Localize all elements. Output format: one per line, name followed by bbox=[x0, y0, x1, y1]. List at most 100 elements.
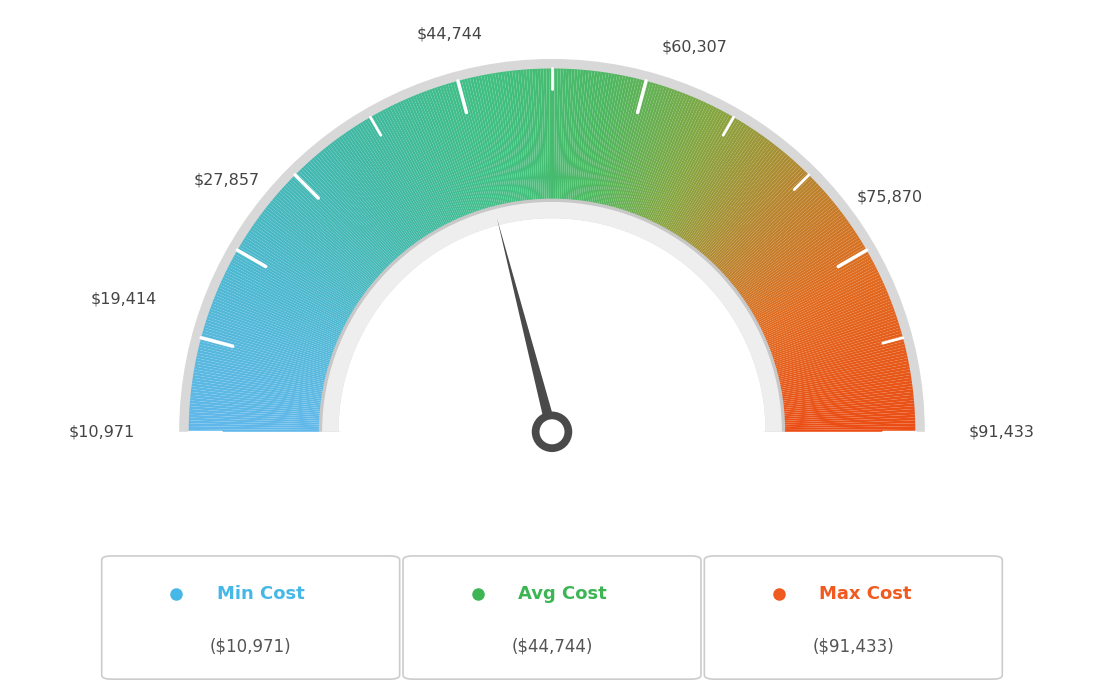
Wedge shape bbox=[308, 161, 397, 260]
Wedge shape bbox=[782, 375, 911, 397]
Wedge shape bbox=[784, 429, 915, 432]
Wedge shape bbox=[781, 364, 910, 390]
Wedge shape bbox=[221, 279, 341, 336]
Wedge shape bbox=[782, 378, 912, 399]
Wedge shape bbox=[779, 361, 909, 388]
Wedge shape bbox=[201, 336, 328, 373]
Wedge shape bbox=[734, 207, 839, 289]
Bar bbox=[75, 432, 1029, 611]
Wedge shape bbox=[253, 223, 362, 299]
Wedge shape bbox=[597, 75, 626, 204]
Text: $75,870: $75,870 bbox=[857, 190, 923, 205]
Wedge shape bbox=[699, 150, 784, 253]
Wedge shape bbox=[751, 244, 864, 313]
Wedge shape bbox=[561, 69, 570, 200]
Wedge shape bbox=[784, 409, 915, 419]
Wedge shape bbox=[339, 218, 765, 432]
Wedge shape bbox=[575, 70, 592, 201]
Wedge shape bbox=[489, 73, 513, 203]
Wedge shape bbox=[501, 72, 521, 202]
Text: ($10,971): ($10,971) bbox=[210, 638, 291, 656]
Wedge shape bbox=[703, 155, 790, 257]
Wedge shape bbox=[715, 173, 809, 268]
Wedge shape bbox=[710, 165, 800, 262]
Wedge shape bbox=[448, 83, 487, 209]
Wedge shape bbox=[189, 420, 320, 426]
Wedge shape bbox=[358, 124, 429, 236]
Wedge shape bbox=[563, 69, 572, 200]
Text: Avg Cost: Avg Cost bbox=[518, 585, 607, 603]
Wedge shape bbox=[784, 400, 914, 413]
Wedge shape bbox=[778, 353, 907, 383]
Wedge shape bbox=[382, 110, 445, 226]
Wedge shape bbox=[687, 136, 765, 244]
Wedge shape bbox=[765, 288, 887, 342]
Wedge shape bbox=[605, 78, 637, 206]
Wedge shape bbox=[309, 159, 399, 259]
FancyBboxPatch shape bbox=[704, 556, 1002, 679]
Wedge shape bbox=[558, 68, 563, 199]
Wedge shape bbox=[284, 185, 382, 275]
Wedge shape bbox=[782, 381, 912, 401]
Wedge shape bbox=[407, 97, 461, 219]
Wedge shape bbox=[234, 255, 349, 320]
Wedge shape bbox=[232, 257, 349, 322]
Wedge shape bbox=[289, 179, 385, 271]
Wedge shape bbox=[527, 69, 538, 200]
Wedge shape bbox=[754, 252, 869, 318]
Wedge shape bbox=[202, 333, 329, 371]
Wedge shape bbox=[390, 106, 449, 224]
Wedge shape bbox=[736, 211, 842, 293]
Wedge shape bbox=[473, 77, 503, 205]
Wedge shape bbox=[403, 99, 458, 220]
Wedge shape bbox=[287, 181, 384, 273]
Wedge shape bbox=[601, 77, 631, 205]
Wedge shape bbox=[580, 71, 597, 201]
Wedge shape bbox=[192, 378, 322, 399]
Wedge shape bbox=[617, 83, 656, 209]
Wedge shape bbox=[411, 96, 463, 218]
Wedge shape bbox=[764, 282, 884, 338]
Wedge shape bbox=[739, 216, 846, 295]
Wedge shape bbox=[244, 237, 355, 309]
Wedge shape bbox=[768, 298, 891, 348]
Wedge shape bbox=[629, 89, 675, 213]
Wedge shape bbox=[514, 70, 530, 201]
FancyBboxPatch shape bbox=[102, 556, 400, 679]
Wedge shape bbox=[622, 86, 665, 211]
Wedge shape bbox=[316, 154, 403, 255]
Wedge shape bbox=[189, 426, 320, 430]
Wedge shape bbox=[285, 183, 383, 274]
Wedge shape bbox=[322, 148, 406, 252]
Text: $91,433: $91,433 bbox=[969, 424, 1034, 440]
Wedge shape bbox=[700, 152, 786, 254]
Wedge shape bbox=[783, 395, 914, 410]
Wedge shape bbox=[532, 69, 541, 200]
Wedge shape bbox=[775, 331, 902, 368]
Text: ($91,433): ($91,433) bbox=[813, 638, 894, 656]
Wedge shape bbox=[784, 415, 915, 423]
Wedge shape bbox=[364, 119, 434, 233]
Wedge shape bbox=[195, 361, 325, 388]
Wedge shape bbox=[753, 249, 868, 317]
Wedge shape bbox=[746, 233, 857, 306]
Wedge shape bbox=[250, 228, 360, 303]
Wedge shape bbox=[301, 167, 393, 264]
Wedge shape bbox=[744, 228, 854, 303]
Wedge shape bbox=[682, 131, 758, 241]
Wedge shape bbox=[237, 247, 352, 315]
Wedge shape bbox=[439, 86, 482, 211]
Wedge shape bbox=[191, 386, 321, 404]
Wedge shape bbox=[630, 90, 678, 214]
Wedge shape bbox=[636, 93, 686, 216]
Wedge shape bbox=[197, 355, 325, 385]
Wedge shape bbox=[755, 257, 872, 322]
Wedge shape bbox=[421, 92, 470, 215]
Wedge shape bbox=[314, 155, 401, 257]
Wedge shape bbox=[783, 397, 914, 412]
Wedge shape bbox=[726, 192, 827, 279]
Wedge shape bbox=[713, 171, 807, 266]
Wedge shape bbox=[318, 152, 404, 254]
Wedge shape bbox=[376, 112, 442, 228]
Wedge shape bbox=[645, 99, 699, 219]
